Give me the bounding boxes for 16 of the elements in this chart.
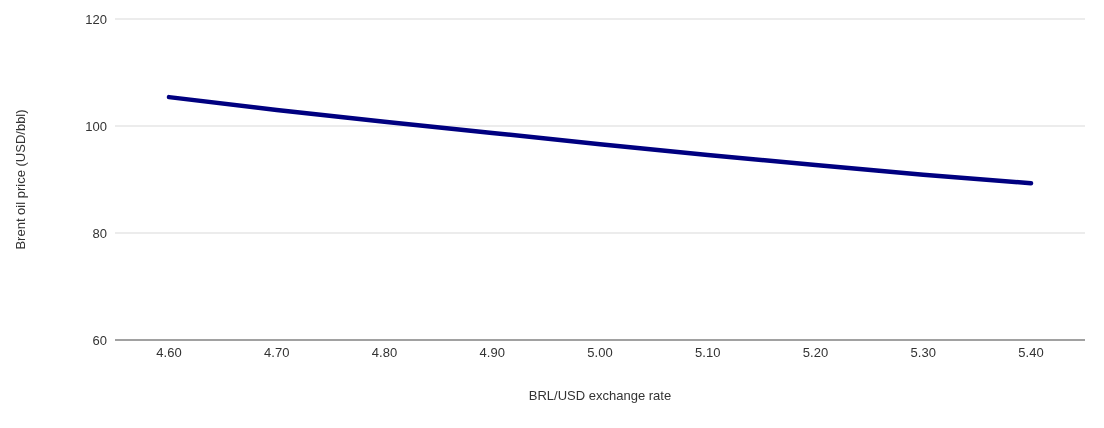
y-tick-label: 100 (85, 118, 107, 134)
x-tick-label: 5.30 (910, 345, 936, 361)
y-tick-label: 80 (92, 225, 107, 241)
x-tick-label: 4.70 (264, 345, 290, 361)
x-tick-label: 4.60 (156, 345, 182, 361)
x-axis-title: BRL/USD exchange rate (528, 388, 672, 403)
x-tick-label: 5.10 (695, 345, 721, 361)
y-tick-label: 120 (85, 11, 107, 27)
line-series (166, 94, 1034, 186)
x-tick-label: 4.90 (479, 345, 505, 361)
x-tick-label: 5.20 (802, 345, 829, 361)
y-axis-title: Brent oil price (USD/bbl) (12, 109, 28, 250)
x-tick-label: 5.40 (1018, 345, 1044, 361)
x-tick-label: 5.00 (587, 345, 613, 361)
x-tick-label: 4.80 (371, 345, 398, 361)
y-tick-label: 60 (92, 332, 107, 348)
